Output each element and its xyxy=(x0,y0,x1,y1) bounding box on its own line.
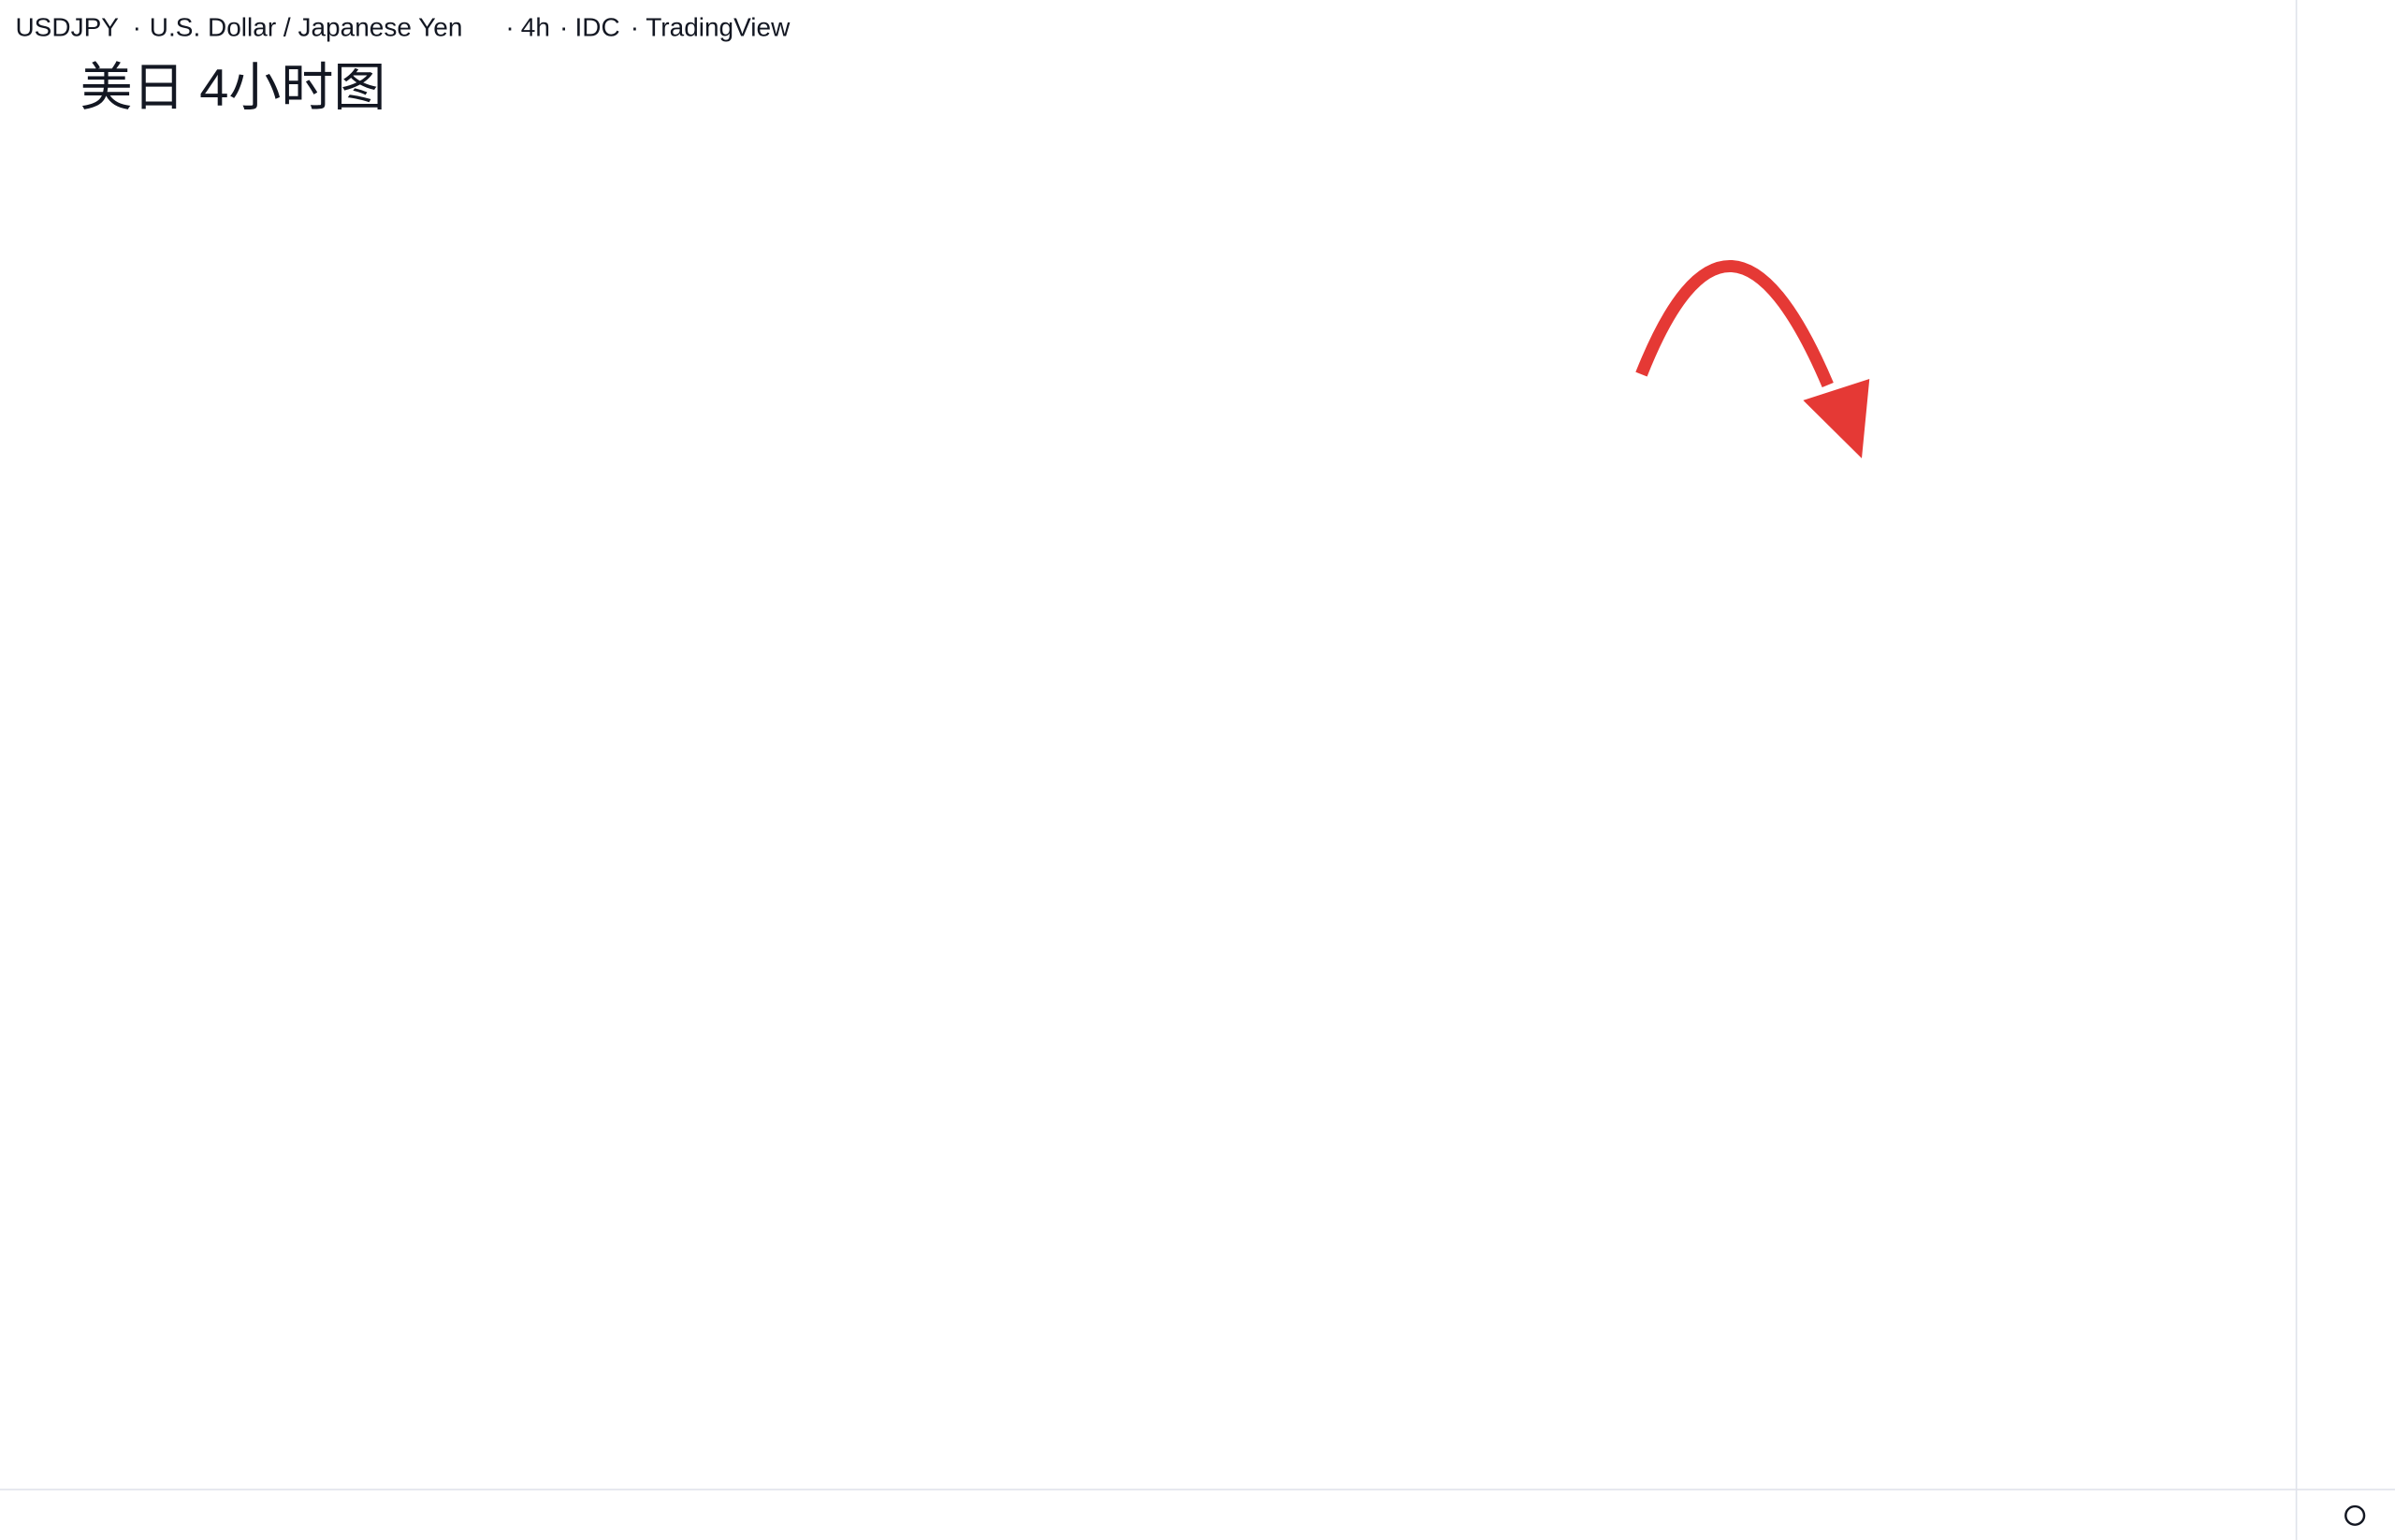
platform: TradingView xyxy=(646,12,791,41)
separator: · xyxy=(631,12,639,41)
arrow-annotation xyxy=(1635,260,1834,388)
price-axis-panel xyxy=(2296,0,2395,1540)
exchange: IDC xyxy=(574,12,619,41)
interval: 4h xyxy=(521,12,550,41)
time-axis-panel xyxy=(0,1489,2395,1540)
symbol: USDJPY xyxy=(15,12,118,41)
instrument-name: U.S. Dollar / Japanese Yen xyxy=(150,12,463,41)
chart-title: 美日 4小时图 xyxy=(80,59,386,117)
settings-icon[interactable] xyxy=(2344,1504,2366,1526)
separator: · xyxy=(505,12,514,41)
separator: · xyxy=(133,12,141,41)
arrow-head xyxy=(1803,378,1870,458)
separator: · xyxy=(559,12,568,41)
